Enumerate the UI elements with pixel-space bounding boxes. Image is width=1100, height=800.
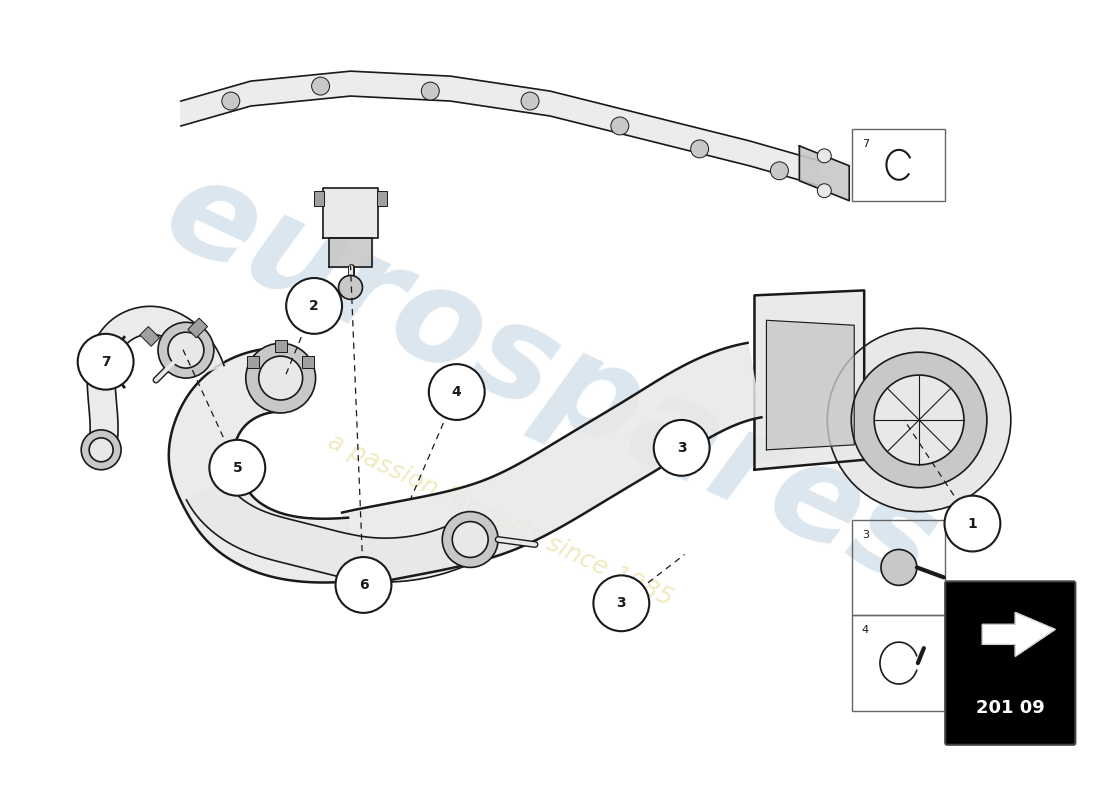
Circle shape bbox=[817, 149, 832, 163]
Text: 7: 7 bbox=[101, 354, 110, 369]
Circle shape bbox=[610, 117, 629, 135]
Polygon shape bbox=[329, 238, 373, 267]
Circle shape bbox=[421, 82, 439, 100]
Circle shape bbox=[81, 430, 121, 470]
Bar bbox=[302, 356, 315, 368]
Bar bbox=[140, 326, 159, 346]
Bar bbox=[248, 356, 258, 368]
Circle shape bbox=[442, 512, 498, 567]
Circle shape bbox=[339, 275, 363, 299]
Circle shape bbox=[521, 92, 539, 110]
Polygon shape bbox=[180, 71, 819, 186]
Circle shape bbox=[78, 334, 133, 390]
Polygon shape bbox=[322, 188, 378, 238]
Circle shape bbox=[286, 278, 342, 334]
Bar bbox=[851, 519, 945, 615]
Circle shape bbox=[222, 92, 240, 110]
Circle shape bbox=[593, 575, 649, 631]
Bar bbox=[851, 129, 945, 201]
Bar bbox=[314, 190, 323, 206]
Polygon shape bbox=[87, 306, 224, 454]
Circle shape bbox=[691, 140, 708, 158]
Circle shape bbox=[653, 420, 710, 476]
Text: 201 09: 201 09 bbox=[976, 698, 1045, 717]
Polygon shape bbox=[342, 343, 761, 586]
Polygon shape bbox=[187, 479, 480, 582]
Circle shape bbox=[209, 440, 265, 496]
Circle shape bbox=[245, 343, 316, 413]
FancyBboxPatch shape bbox=[945, 582, 1076, 745]
Polygon shape bbox=[168, 348, 353, 582]
Text: 1: 1 bbox=[968, 517, 977, 530]
Text: 3: 3 bbox=[676, 441, 686, 455]
Polygon shape bbox=[827, 326, 865, 393]
Circle shape bbox=[945, 496, 1000, 551]
Circle shape bbox=[827, 328, 1011, 512]
Polygon shape bbox=[755, 290, 865, 470]
Text: 6: 6 bbox=[359, 578, 369, 592]
Circle shape bbox=[452, 522, 488, 558]
Circle shape bbox=[336, 557, 392, 613]
Circle shape bbox=[429, 364, 485, 420]
Circle shape bbox=[770, 162, 789, 180]
Polygon shape bbox=[767, 320, 855, 450]
Circle shape bbox=[851, 352, 987, 488]
Circle shape bbox=[874, 375, 964, 465]
Circle shape bbox=[89, 438, 113, 462]
Circle shape bbox=[881, 550, 917, 586]
Circle shape bbox=[158, 322, 213, 378]
Text: 3: 3 bbox=[861, 530, 869, 539]
Bar bbox=[377, 190, 387, 206]
Text: 4: 4 bbox=[452, 385, 462, 399]
Text: a passion for parts since 1985: a passion for parts since 1985 bbox=[323, 429, 676, 610]
Circle shape bbox=[311, 77, 330, 95]
Bar bbox=[851, 615, 945, 711]
Text: 7: 7 bbox=[861, 139, 869, 149]
Circle shape bbox=[168, 332, 204, 368]
Bar bbox=[275, 340, 287, 352]
Text: 5: 5 bbox=[232, 461, 242, 474]
Circle shape bbox=[258, 356, 303, 400]
Text: 2: 2 bbox=[309, 299, 319, 313]
Text: eurospares: eurospares bbox=[145, 146, 955, 614]
Circle shape bbox=[817, 184, 832, 198]
Text: 4: 4 bbox=[861, 626, 869, 635]
Polygon shape bbox=[800, 146, 849, 201]
Bar bbox=[188, 318, 208, 338]
Polygon shape bbox=[982, 613, 1055, 656]
Polygon shape bbox=[836, 430, 873, 466]
Text: 3: 3 bbox=[616, 596, 626, 610]
